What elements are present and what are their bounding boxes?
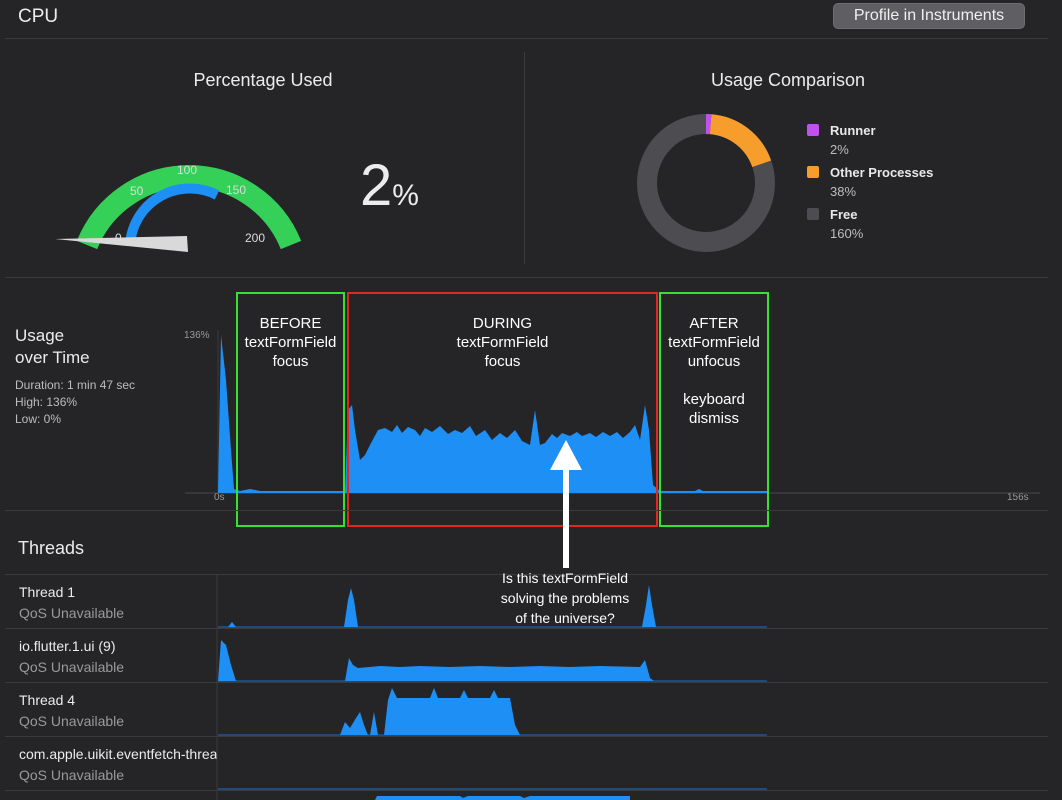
gauge-tick-200: 200 <box>245 231 265 245</box>
legend-runner-name: Runner <box>830 123 876 138</box>
usage-donut-chart <box>637 114 775 252</box>
usage-y-max-label: 136% <box>184 330 210 341</box>
summary-divider <box>5 277 1048 278</box>
usage-duration: Duration: 1 min 47 sec <box>15 378 136 392</box>
thread-divider-3 <box>5 736 1048 737</box>
usage-x-start-label: 0s <box>214 492 225 503</box>
section-divider <box>524 52 525 264</box>
legend-swatch-free <box>807 208 819 220</box>
usage-x-end-label: 156s <box>1007 492 1029 503</box>
gauge-tick-100: 100 <box>177 163 197 177</box>
gauge-tick-0: 0 <box>115 231 122 245</box>
legend-other-processes-value: 38% <box>830 184 857 199</box>
usage-area <box>218 335 767 493</box>
thread-flutter-ui-qos: QoS Unavailable <box>19 659 125 675</box>
thread-divider-2 <box>5 682 1048 683</box>
thread-4-qos: QoS Unavailable <box>19 713 125 729</box>
legend-swatch-runner <box>807 124 819 136</box>
usage-low: Low: 0% <box>15 412 62 426</box>
legend-free-value: 160% <box>830 226 864 241</box>
cpu-title: CPU <box>18 6 59 27</box>
usage-divider <box>5 510 1048 511</box>
during-annotation-box: DURING textFormField focus <box>347 292 658 527</box>
legend-other-processes-name: Other Processes <box>830 165 934 180</box>
before-annotation-text: BEFORE textFormField focus <box>244 315 337 370</box>
threads-title: Threads <box>18 538 85 558</box>
cpu-gauge: 0 50 100 150 200 <box>55 163 302 252</box>
percentage-used-title: Percentage Used <box>193 70 333 90</box>
before-annotation-box: BEFORE textFormField focus <box>236 292 345 527</box>
gauge-tick-150: 150 <box>226 183 246 197</box>
after-annotation-box: AFTER textFormField unfocus keyboard dis… <box>659 292 769 527</box>
cpu-percentage-value: 2% <box>360 152 419 219</box>
cpu-percentage-number: 2 <box>360 153 393 218</box>
thread-divider-1 <box>5 628 1048 629</box>
donut-other-processes-segment <box>709 114 772 168</box>
thread-divider-0 <box>5 574 1048 575</box>
usage-over-time-title: Usage over Time <box>15 325 90 369</box>
thread-5-partial-graph <box>375 796 630 800</box>
usage-over-time-title-line1: Usage <box>15 326 65 345</box>
gauge-tick-50: 50 <box>130 184 144 198</box>
legend-free-name: Free <box>830 207 858 222</box>
legend-runner-value: 2% <box>830 142 849 157</box>
thread-eventfetch-name[interactable]: com.apple.uikit.eventfetch-thread <box>19 746 217 762</box>
callout-arrow-head <box>550 440 582 470</box>
thread-4-name[interactable]: Thread 4 <box>19 692 76 708</box>
thread-eventfetch-qos: QoS Unavailable <box>19 767 125 783</box>
callout-question: Is this textFormField solving the proble… <box>500 570 630 626</box>
thread-flutter-ui-name[interactable]: io.flutter.1.ui (9) <box>19 638 116 654</box>
gauge-needle <box>55 236 188 252</box>
after-annotation-text: AFTER textFormField unfocus keyboard dis… <box>668 315 760 427</box>
header-divider <box>5 38 1048 39</box>
usage-high: High: 136% <box>15 395 78 409</box>
gauge-inner-arc <box>125 183 220 246</box>
thread-divider-4 <box>5 790 1048 791</box>
thread-flutter-graph <box>218 640 654 681</box>
thread-4-graph <box>340 688 520 735</box>
gauge-outer-arc <box>76 165 302 250</box>
thread-1-name[interactable]: Thread 1 <box>19 584 76 600</box>
during-annotation-text: DURING textFormField focus <box>456 315 549 370</box>
cpu-percentage-unit: % <box>392 179 419 212</box>
usage-comparison-title: Usage Comparison <box>710 70 866 90</box>
profile-in-instruments-button[interactable]: Profile in Instruments <box>833 3 1025 29</box>
legend-swatch-other-processes <box>807 166 819 178</box>
thread-1-qos: QoS Unavailable <box>19 605 125 621</box>
usage-over-time-title-line2: over Time <box>15 348 90 367</box>
